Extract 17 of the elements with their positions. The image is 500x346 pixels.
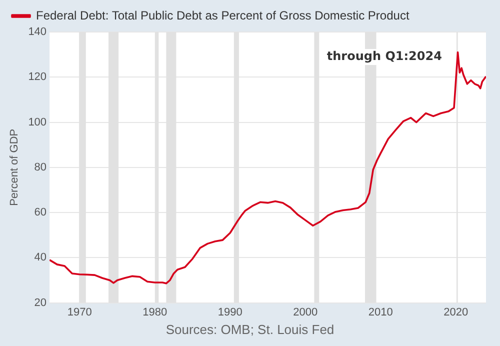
y-tick-label: 120	[28, 71, 47, 84]
y-tick-label: 40	[34, 252, 47, 264]
x-tick-label: 1970	[67, 306, 92, 318]
x-tick-label: 2020	[444, 306, 468, 318]
y-tick-label: 80	[34, 161, 47, 174]
x-tick-label: 2000	[293, 306, 318, 318]
y-tick-label: 20	[34, 296, 47, 309]
annotation: through Q1:2024	[326, 49, 442, 64]
x-tick-label: 1980	[142, 306, 168, 318]
y-axis-title: Percent of GDP	[8, 128, 21, 206]
legend-label: Federal Debt: Total Public Debt as Percent of Gross Domestic Product	[36, 8, 410, 22]
y-tick-label: 140	[28, 26, 47, 38]
x-tick-label: 2010	[368, 306, 393, 318]
x-tick-label: 1990	[218, 306, 242, 318]
source-note: Sources: OMB; St. Louis Fed	[164, 322, 336, 337]
y-tick-label: 100	[28, 116, 47, 128]
y-tick-label: 60	[34, 206, 47, 219]
